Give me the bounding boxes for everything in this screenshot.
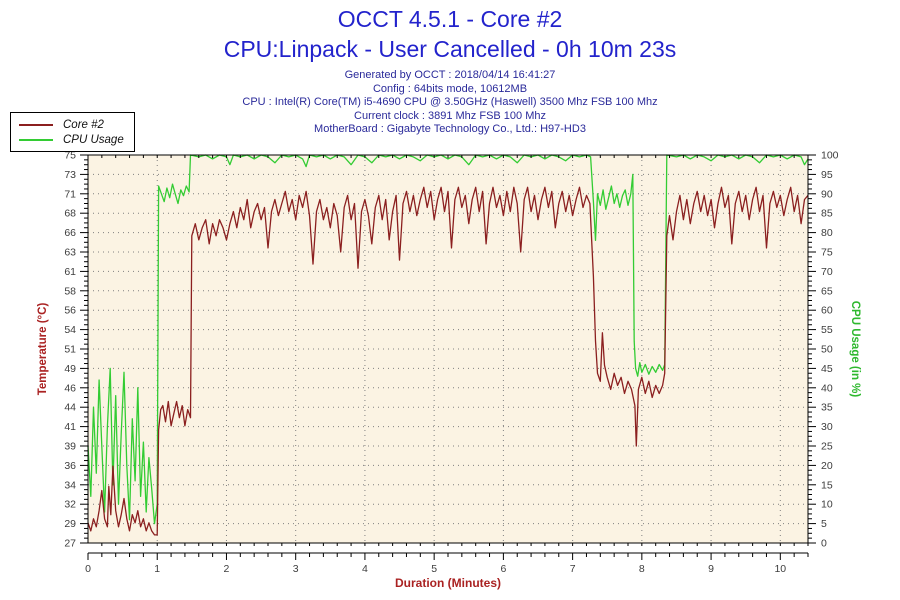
temp-tick-label: 58 — [64, 285, 76, 297]
legend-item-cpu-usage: CPU Usage — [19, 132, 124, 147]
usage-tick-label: 40 — [821, 382, 833, 394]
usage-tick-label: 80 — [821, 227, 833, 239]
temp-tick-label: 39 — [64, 441, 76, 453]
temperature-axis-title: Temperature (°C) — [37, 303, 49, 396]
duration-tick-label: 3 — [293, 563, 299, 575]
temp-tick-label: 34 — [64, 479, 76, 491]
usage-tick-label: 35 — [821, 402, 833, 414]
usage-tick-label: 45 — [821, 363, 833, 375]
temp-tick-label: 41 — [64, 421, 76, 433]
usage-tick-label: 0 — [821, 538, 827, 550]
duration-tick-label: 1 — [154, 563, 160, 575]
usage-tick-label: 75 — [821, 247, 833, 259]
usage-tick-label: 60 — [821, 305, 833, 317]
system-info-block: Generated by OCCT : 2018/04/14 16:41:27 … — [0, 69, 900, 137]
duration-tick-label: 4 — [362, 563, 368, 575]
grid-lines — [88, 155, 808, 543]
temp-tick-label: 63 — [64, 247, 76, 259]
usage-tick-label: 70 — [821, 266, 833, 278]
legend: Core #2 CPU Usage — [10, 112, 135, 152]
usage-tick-label: 85 — [821, 208, 833, 220]
temp-tick-label: 29 — [64, 518, 76, 530]
usage-axis: 1009590858075706560555045403530252015105… — [808, 150, 839, 550]
duration-tick-label: 10 — [774, 563, 786, 575]
usage-tick-label: 90 — [821, 188, 833, 200]
temp-tick-label: 71 — [64, 188, 76, 200]
legend-label-core2: Core #2 — [63, 118, 104, 131]
duration-tick-label: 5 — [431, 563, 437, 575]
temp-tick-label: 44 — [64, 402, 76, 414]
duration-tick-label: 9 — [708, 563, 714, 575]
legend-label-cpu-usage: CPU Usage — [63, 133, 124, 146]
duration-tick-label: 8 — [639, 563, 645, 575]
usage-tick-label: 95 — [821, 169, 833, 181]
usage-tick-label: 15 — [821, 479, 833, 491]
temp-tick-label: 49 — [64, 363, 76, 375]
duration-tick-label: 7 — [570, 563, 576, 575]
temp-tick-label: 61 — [64, 266, 76, 278]
duration-axis: 0 1 2 3 4 5 6 7 8 9 10 — [85, 552, 809, 575]
usage-tick-label: 20 — [821, 460, 833, 472]
info-line-generated: Generated by OCCT : 2018/04/14 16:41:27 — [344, 69, 556, 81]
info-line-motherboard: MotherBoard : Gigabyte Technology Co., L… — [314, 123, 586, 136]
info-line-config: Config : 64bits mode, 10612MB — [372, 82, 528, 95]
temp-tick-label: 36 — [64, 460, 76, 472]
page-subtitle: CPU:Linpack - User Cancelled - 0h 10m 23… — [223, 36, 677, 62]
border-ticks — [101, 155, 809, 546]
duration-tick-label: 2 — [224, 563, 230, 575]
usage-tick-label: 65 — [821, 285, 833, 297]
usage-tick-label: 10 — [821, 499, 833, 511]
usage-tick-label: 30 — [821, 421, 833, 433]
usage-tick-label: 100 — [821, 150, 839, 162]
legend-item-core2: Core #2 — [19, 117, 124, 132]
usage-axis-title: CPU Usage (in %) — [849, 301, 861, 398]
temp-tick-label: 46 — [64, 382, 76, 394]
temp-tick-label: 32 — [64, 499, 76, 511]
temp-tick-label: 75 — [64, 150, 76, 162]
temp-tick-label: 54 — [64, 324, 76, 336]
duration-tick-label: 6 — [500, 563, 506, 575]
temp-tick-label: 56 — [64, 305, 76, 317]
info-line-cpu: CPU : Intel(R) Core(TM) i5-4690 CPU @ 3.… — [242, 96, 658, 109]
duration-axis-title: Duration (Minutes) — [395, 576, 501, 590]
temp-tick-label: 51 — [64, 344, 76, 356]
usage-tick-label: 55 — [821, 324, 833, 336]
usage-tick-label: 50 — [821, 344, 833, 356]
temp-tick-label: 66 — [64, 227, 76, 239]
duration-tick-label: 0 — [85, 563, 91, 575]
temp-tick-label: 73 — [64, 169, 76, 181]
temperature-axis: 75 73 71 68 66 63 61 58 56 54 51 49 46 44 41 39 36 34 32 29… — [64, 150, 88, 550]
usage-tick-label: 5 — [821, 518, 827, 530]
info-line-clock: Current clock : 3891 Mhz FSB 100 Mhz — [354, 109, 546, 122]
temp-tick-label: 27 — [64, 538, 76, 550]
core2-line-swatch — [19, 123, 53, 126]
temp-tick-label: 68 — [64, 208, 76, 220]
series-core-2 — [87, 186, 809, 536]
page-title: OCCT 4.5.1 - Core #2 — [337, 6, 563, 32]
usage-tick-label: 25 — [821, 441, 833, 453]
cpu-usage-line-swatch — [19, 138, 53, 141]
